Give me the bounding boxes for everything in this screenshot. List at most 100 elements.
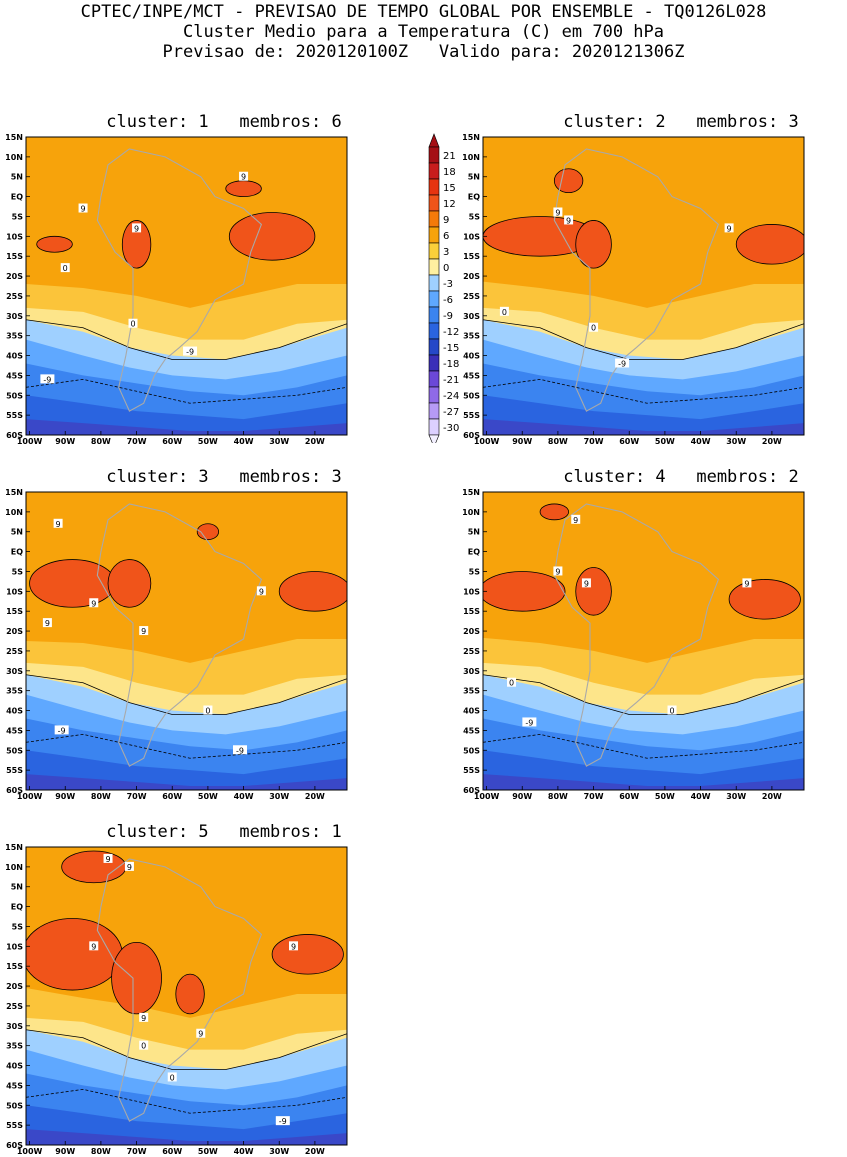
lat-tick-label: 35S — [463, 687, 480, 696]
warm-anomaly-region — [228, 212, 316, 261]
lat-tick-label: 50S — [6, 391, 23, 400]
warm-anomaly-region — [539, 503, 570, 521]
colorbar-label: 15 — [443, 183, 456, 194]
contour-label-bg — [128, 318, 138, 328]
lat-tick-label: 25S — [6, 292, 23, 301]
lon-tick-label: 70W — [584, 792, 604, 801]
lat-tick-label: 10N — [462, 508, 480, 517]
lat-tick-label: 45S — [6, 371, 23, 380]
lat-tick-label: 15S — [6, 607, 23, 616]
header-line-2: Cluster Medio para a Temperatura (C) em … — [182, 22, 665, 42]
colorbar-label: -21 — [443, 375, 459, 386]
lat-tick-label: 20S — [463, 627, 480, 636]
contour-label-bg — [571, 514, 581, 524]
warm-anomaly-region — [26, 918, 123, 991]
lon-tick-label: 70W — [127, 1147, 147, 1156]
colorbar-swatch — [428, 354, 440, 372]
lat-tick-label: 15S — [6, 252, 23, 261]
contour-label: 9 — [727, 224, 732, 233]
lat-tick-label: 25S — [6, 1002, 23, 1011]
lon-tick-label: 50W — [655, 437, 675, 446]
south-america-coastline — [553, 503, 720, 767]
lon-tick-label: 90W — [55, 792, 75, 801]
lat-tick-label: 45S — [463, 371, 480, 380]
contour-label: 9 — [56, 520, 61, 529]
contour-label: 0 — [509, 679, 514, 688]
temperature-field-minus15-minus12 — [483, 419, 804, 435]
contour-label: 9 — [134, 224, 139, 233]
lat-tick-label: 5S — [12, 567, 24, 576]
contour-label: 0 — [669, 707, 674, 716]
lon-tick-label: 100W — [17, 1147, 43, 1156]
warm-anomaly-region — [196, 523, 219, 541]
contour-label: 0 — [130, 320, 135, 329]
colorbar-label: -12 — [443, 327, 459, 338]
colorbar-swatch — [428, 306, 440, 324]
lat-tick-label: 10S — [463, 232, 480, 241]
contour-label: 0 — [591, 324, 596, 333]
contour-label-bg — [103, 853, 113, 863]
warm-anomaly-region — [728, 579, 801, 620]
lat-tick-label: 50S — [463, 746, 480, 755]
lon-tick-label: 90W — [512, 792, 532, 801]
map-graphic: 15N 10N 5N EQ 5S 10S 15S 20S 25S 30S 35S 40S 45S 50S 5… — [5, 488, 348, 801]
contour-label: -9 — [618, 359, 626, 368]
lon-tick-label: 80W — [548, 792, 568, 801]
contour-minus9 — [26, 1088, 347, 1114]
colorbar-swatch — [428, 146, 440, 164]
lat-tick-label: 5S — [469, 567, 481, 576]
contour-label: 0 — [170, 1073, 175, 1082]
panel-1-map: 15N 10N 5N EQ 5S 10S 15S 20S 25S 30S 35S 40S 45S 50S 5… — [5, 133, 350, 446]
contour-label: 0 — [205, 707, 210, 716]
lon-tick-label: 40W — [691, 792, 711, 801]
contour-label-bg — [507, 677, 517, 687]
lat-tick-label: EQ — [11, 193, 23, 202]
colorbar-swatch — [428, 242, 440, 260]
panel-5-title: cluster: 5 membros: 1 — [106, 822, 342, 842]
lat-tick-label: 25S — [6, 647, 23, 656]
contour-label: -9 — [279, 1117, 287, 1126]
contour-minus9 — [483, 733, 804, 759]
lat-tick-label: 60S — [6, 1141, 23, 1150]
colorbar: 21 18 15 12 9 6 3 0 -3 -6 -9 -12 -15 -18 -21 -24 -27 -30 — [425, 133, 485, 448]
lon-tick-label: 80W — [91, 1147, 111, 1156]
contour-label-bg — [724, 223, 734, 233]
lat-tick-label: 5N — [468, 173, 480, 182]
map-frame — [25, 136, 348, 436]
contour-label-bg — [203, 705, 213, 715]
lat-tick-label: 10S — [6, 587, 23, 596]
temperature-field-minus15-minus12 — [26, 774, 347, 790]
lon-tick-label: 60W — [162, 792, 182, 801]
contour-label: 9 — [241, 173, 246, 182]
warm-anomaly-region — [575, 567, 612, 616]
contour-label: 0 — [141, 1042, 146, 1051]
contour-label-bg — [42, 618, 52, 628]
lat-tick-label: 40S — [6, 707, 23, 716]
lon-tick-label: 70W — [127, 792, 147, 801]
lon-tick-label: 30W — [269, 437, 289, 446]
lat-tick-label: 30S — [463, 667, 480, 676]
lat-tick-label: 40S — [463, 707, 480, 716]
panel-2-map: 15N 10N 5N EQ 5S 10S 15S 20S 25S 30S 35S 40S 45S 50S 5… — [462, 133, 807, 446]
contour-label: 9 — [127, 863, 132, 872]
lat-tick-label: 55S — [6, 1121, 23, 1130]
lat-tick-label: 30S — [6, 1022, 23, 1031]
panel-3-title: cluster: 3 membros: 3 — [106, 467, 342, 487]
lat-tick-label: 5N — [11, 528, 23, 537]
lon-tick-label: 90W — [512, 437, 532, 446]
contour-label: 0 — [63, 264, 68, 273]
lat-tick-label: 40S — [463, 352, 480, 361]
contour-label-bg — [139, 1040, 149, 1050]
colorbar-label: 6 — [443, 231, 449, 242]
lon-tick-label: 90W — [55, 437, 75, 446]
lat-tick-label: 55S — [463, 766, 480, 775]
lon-tick-label: 20W — [305, 792, 325, 801]
lon-tick-label: 20W — [305, 1147, 325, 1156]
lon-tick-label: 50W — [198, 792, 218, 801]
colorbar-swatch — [428, 322, 440, 340]
lon-tick-label: 40W — [691, 437, 711, 446]
warm-anomaly-region — [36, 235, 73, 253]
contour-minus9 — [26, 733, 347, 759]
lat-tick-label: 15N — [462, 133, 480, 142]
colorbar-swatch — [428, 402, 440, 420]
